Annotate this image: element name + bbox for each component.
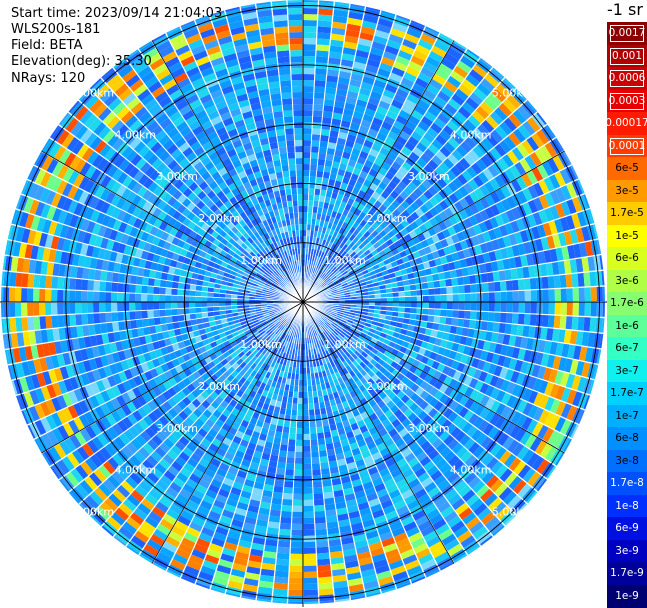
colorbar: 0.0017 0.001 0.0006 0.0003 0.00017 0.0001 6e-5…: [607, 22, 647, 607]
range-ring-label: 5.00km: [492, 506, 534, 519]
colorbar-tick: 1e-6: [607, 315, 647, 338]
range-ring-label: 5.00km: [492, 86, 534, 99]
range-ring-label: 4.00km: [450, 128, 492, 141]
range-ring-label: 5.00km: [73, 86, 115, 99]
range-ring-label: 3.00km: [156, 422, 198, 435]
range-ring-label: 3.00km: [156, 170, 198, 183]
colorbar-tick: 1.7e-6: [607, 292, 647, 315]
colorbar-tick: 0.001: [607, 45, 647, 68]
colorbar-tick-label: 1.7e-7: [610, 388, 644, 399]
colorbar-tick-label: 1.7e-9: [610, 568, 644, 579]
colorbar-tick: 3e-9: [607, 540, 647, 563]
colorbar-tick-label: 0.001: [612, 51, 642, 62]
colorbar-tick-label: 0.0001: [609, 141, 646, 152]
colorbar-tick: 6e-5: [607, 157, 647, 180]
range-ring-label: 4.00km: [450, 464, 492, 477]
colorbar-tick-label: 1.7e-8: [610, 478, 644, 489]
colorbar-tick: 0.0006: [607, 67, 647, 90]
colorbar-tick: 3e-5: [607, 180, 647, 203]
colorbar-tick-label: 1e-9: [615, 591, 639, 602]
colorbar-tick-label: 6e-5: [615, 163, 639, 174]
colorbar-tick: 1.7e-5: [607, 202, 647, 225]
colorbar-tick-label: 3e-7: [615, 366, 639, 377]
colorbar-tick-label: 1.7e-6: [610, 298, 644, 309]
colorbar-tick-label: 0.00017: [605, 118, 647, 129]
colorbar-tick: 3e-7: [607, 360, 647, 383]
colorbar-unit-label: -1 sr: [607, 0, 643, 19]
colorbar-tick: 3e-8: [607, 450, 647, 473]
range-ring-label: 2.00km: [198, 212, 240, 225]
field-label: Field: BETA: [11, 38, 82, 53]
start-time-label: Start time: 2023/09/14 21:04:03: [11, 6, 222, 21]
colorbar-tick: 3e-6: [607, 270, 647, 293]
colorbar-tick: 1.7e-7: [607, 382, 647, 405]
colorbar-tick: 1.7e-8: [607, 472, 647, 495]
range-ring-label: 2.00km: [366, 380, 408, 393]
range-ring-label: 3.00km: [408, 170, 450, 183]
colorbar-tick: 6e-6: [607, 247, 647, 270]
instrument-label: WLS200s-181: [11, 22, 100, 37]
range-ring-label: 2.00km: [198, 380, 240, 393]
colorbar-tick-label: 0.0006: [609, 73, 646, 84]
colorbar-tick-label: 3e-6: [615, 276, 639, 287]
range-ring-label: 3.00km: [408, 422, 450, 435]
colorbar-tick-label: 6e-6: [615, 253, 639, 264]
range-ring-label: 4.00km: [114, 128, 156, 141]
colorbar-tick-label: 3e-5: [615, 186, 639, 197]
range-ring-label: 1.00km: [240, 338, 282, 351]
colorbar-tick-label: 3e-9: [615, 546, 639, 557]
colorbar-tick-label: 6e-9: [615, 523, 639, 534]
colorbar-tick: 6e-7: [607, 337, 647, 360]
range-ring-label: 2.00km: [366, 212, 408, 225]
colorbar-tick-label: 1e-7: [615, 411, 639, 422]
colorbar-tick: 6e-9: [607, 517, 647, 540]
range-ring-label: 5.00km: [73, 506, 115, 519]
colorbar-tick-label: 0.0003: [609, 96, 646, 107]
colorbar-tick-label: 1e-6: [615, 321, 639, 332]
colorbar-tick-label: 0.0017: [609, 28, 646, 39]
colorbar-tick-label: 3e-8: [615, 456, 639, 467]
colorbar-tick-label: 1e-8: [615, 501, 639, 512]
colorbar-tick: 0.0017: [607, 22, 647, 45]
colorbar-tick: 6e-8: [607, 427, 647, 450]
colorbar-tick: 0.0003: [607, 90, 647, 113]
colorbar-tick-label: 1e-5: [615, 231, 639, 242]
colorbar-tick-label: 6e-8: [615, 433, 639, 444]
colorbar-tick-label: 1.7e-5: [610, 208, 644, 219]
range-ring-label: 4.00km: [114, 464, 156, 477]
range-ring-label: 1.00km: [324, 338, 366, 351]
colorbar-tick: 1.7e-9: [607, 562, 647, 585]
colorbar-tick: 0.0001: [607, 135, 647, 158]
range-ring-label: 1.00km: [240, 254, 282, 267]
range-ring-label: 1.00km: [324, 254, 366, 267]
nrays-label: NRays: 120: [11, 71, 85, 86]
colorbar-tick: 1e-5: [607, 225, 647, 248]
colorbar-tick: 1e-7: [607, 405, 647, 428]
colorbar-tick-label: 6e-7: [615, 343, 639, 354]
elevation-label: Elevation(deg): 35.30: [11, 54, 152, 69]
colorbar-tick: 0.00017: [607, 112, 647, 135]
colorbar-tick: 1e-9: [607, 585, 647, 608]
colorbar-tick: 1e-8: [607, 495, 647, 518]
